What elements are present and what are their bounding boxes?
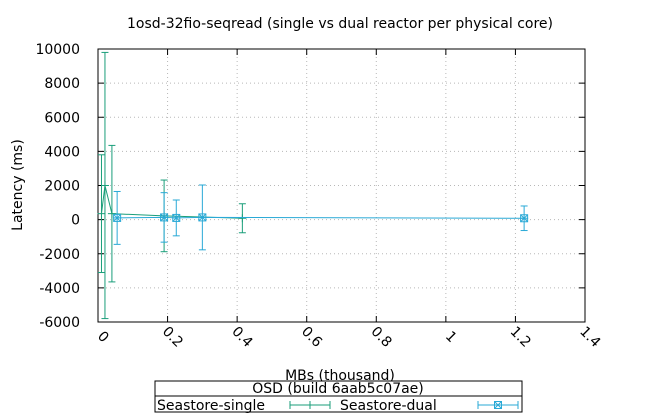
x-axis-title: MBs (thousand): [285, 368, 395, 384]
data-point-marker: [198, 213, 207, 222]
y-tick-label: 2000: [44, 179, 80, 195]
data-point-marker: [97, 209, 106, 218]
series-dual: [113, 184, 529, 251]
series-single: [97, 51, 247, 320]
x-tick-label: 0.6: [298, 324, 325, 351]
x-tick-label: 0.4: [228, 324, 255, 351]
plot-frame: [97, 48, 586, 323]
legend-title: OSD (build 6aab5c07ae): [252, 381, 424, 397]
data-point-marker: [172, 213, 181, 222]
chart-grid: [98, 49, 585, 322]
y-tick-label: -6000: [39, 315, 80, 331]
x-tick-label: 1.4: [576, 324, 603, 351]
y-tick-label: -4000: [39, 281, 80, 297]
series-line: [100, 185, 243, 219]
legend-label-single: Seastore-single: [157, 398, 265, 414]
y-tick-label: 8000: [44, 76, 80, 92]
y-tick-label: 0: [71, 213, 80, 229]
legend-label-dual: Seastore-dual: [340, 398, 437, 414]
data-point-marker: [494, 401, 502, 409]
y-tick-label: 4000: [44, 144, 80, 160]
legend: OSD (build 6aab5c07ae) Seastore-single S…: [154, 380, 523, 414]
data-point-marker: [113, 213, 122, 222]
x-tick-label: 0.8: [368, 324, 395, 351]
y-tick-label: 6000: [44, 110, 80, 126]
y-tick-label: 10000: [35, 42, 80, 58]
legend-sample-dual: [477, 401, 519, 409]
chart-title: 1osd-32fio-seqread (single vs dual react…: [127, 16, 553, 32]
data-point-marker: [107, 209, 116, 218]
x-tick-label: 0.2: [159, 324, 186, 351]
x-tick-label: 0: [94, 328, 112, 346]
y-axis-title: Latency (ms): [10, 139, 26, 231]
data-point-marker: [520, 214, 529, 223]
chart-ticks: -6000 -4000 -2000 0 2000 4000 6000 8000 10000 0 0.…: [35, 42, 603, 351]
x-tick-label: 1: [442, 328, 460, 346]
data-point-marker: [160, 213, 169, 222]
legend-sample-single: [289, 401, 331, 409]
x-tick-label: 1.2: [507, 324, 534, 351]
data-point-marker: [100, 181, 109, 190]
data-point-marker: [306, 401, 314, 409]
data-point-marker: [238, 214, 247, 223]
series-layer: [97, 51, 529, 320]
y-tick-label: -2000: [39, 247, 80, 263]
